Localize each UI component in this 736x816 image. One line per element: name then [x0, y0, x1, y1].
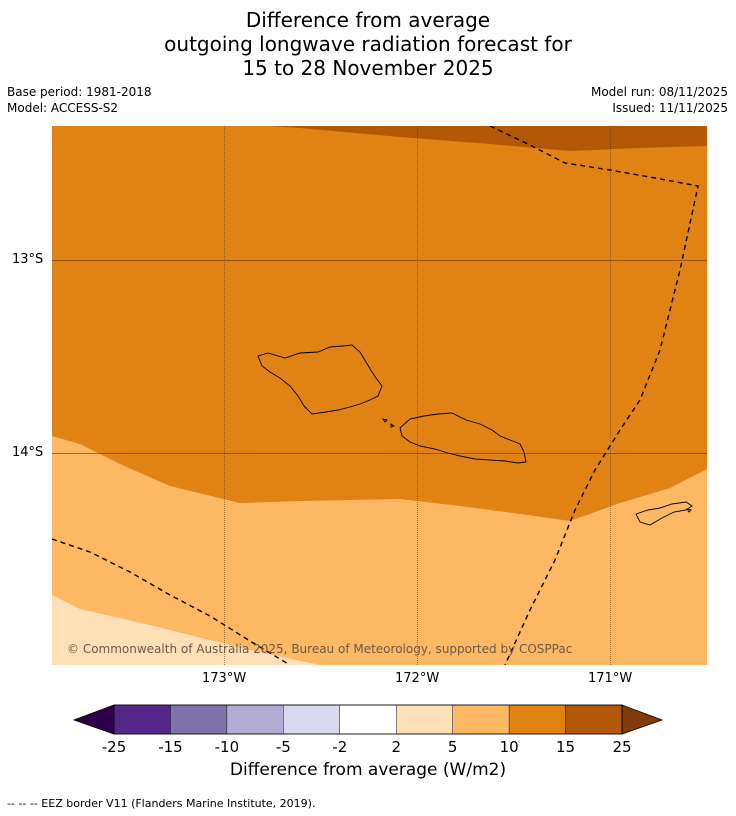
colorbar-bin--25-to--15 — [113, 704, 171, 735]
graticule — [52, 126, 707, 665]
island-tutuila — [635, 501, 693, 526]
map-panel: © Commonwealth of Australia 2025, Bureau… — [52, 126, 707, 665]
colorbar-tick-label: -10 — [215, 738, 240, 756]
colorbar-title: Difference from average (W/m2) — [229, 760, 507, 780]
colorbar-bin--5-to--2 — [283, 704, 340, 735]
colorbar-tick-label: 15 — [556, 738, 575, 756]
model-run: Model run: 08/11/2025 — [590, 85, 728, 99]
island-aunuu — [685, 508, 692, 513]
lon-label-171w: 171°W — [588, 671, 633, 686]
colorbar-bin-5-to-10 — [452, 704, 510, 735]
colorbar-tick-label: -5 — [276, 738, 291, 756]
lon-label-173w: 173°W — [202, 671, 247, 686]
title-line-3: 15 to 28 November 2025 — [242, 56, 494, 80]
colorbar-extend-high — [622, 705, 662, 734]
island-manono — [381, 418, 388, 423]
anomaly-region-15-25 — [268, 126, 707, 151]
chart-title: Difference from average outgoing longwav… — [0, 8, 736, 80]
colorbar-tick-label: 25 — [612, 738, 631, 756]
eez-border-samoa-american-samoa — [489, 126, 699, 665]
title-line-1: Difference from average — [245, 8, 491, 32]
colorbar-tick-label: 5 — [448, 738, 458, 756]
anomaly-region-2-5 — [52, 595, 320, 665]
lon-label-172w: 172°W — [395, 671, 440, 686]
colorbar-bin--10-to--5 — [226, 704, 284, 735]
island-upolu — [399, 412, 527, 464]
colorbar-bin-15-to-25 — [565, 704, 623, 735]
colorbar-bin-10-to-15 — [508, 704, 566, 735]
eez-borders — [52, 126, 699, 665]
title-line-2: outgoing longwave radiation forecast for — [164, 32, 572, 56]
colorbar-bin-2-to-5 — [396, 704, 453, 735]
colorbar-bin--15-to--10 — [170, 704, 228, 735]
copyright-text: © Commonwealth of Australia 2025, Bureau… — [67, 642, 572, 656]
meta-right: Model run: 08/11/2025 Issued: 11/11/2025 — [591, 84, 728, 116]
lat-label-13s: 13°S — [12, 252, 44, 267]
colorbar-extend-low — [74, 705, 114, 734]
colorbar-tick-label: -25 — [102, 738, 127, 756]
lat-label-14s: 14°S — [12, 445, 44, 460]
colorbar: -25 -15 -10 -5 -2 2 5 10 15 25 — [72, 704, 664, 756]
coastlines — [257, 344, 693, 526]
meta-left: Base period: 1981-2018 Model: ACCESS-S2 — [7, 84, 152, 116]
island-savaii — [257, 344, 383, 415]
colorbar-tick-label: -2 — [332, 738, 347, 756]
anomaly-region-5-10 — [52, 436, 707, 665]
model-name: Model: ACCESS-S2 — [7, 101, 119, 115]
eez-border-southwest — [52, 538, 291, 665]
base-period: Base period: 1981-2018 — [7, 85, 152, 99]
island-apolima — [390, 423, 396, 428]
colorbar-tick-label: 10 — [500, 738, 519, 756]
colorbar-tick-label: 2 — [391, 738, 401, 756]
issued-date: Issued: 11/11/2025 — [612, 101, 728, 115]
colorbar-outline — [113, 704, 623, 735]
colorbar-tick-label: -15 — [158, 738, 183, 756]
colorbar-bin--2-to-2 — [339, 704, 397, 735]
footer-eez-note: -- -- -- EEZ border V11 (Flanders Marine… — [7, 797, 316, 810]
